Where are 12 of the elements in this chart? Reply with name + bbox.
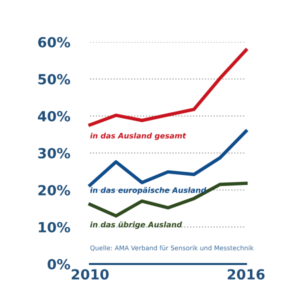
y-tick-label: 20% xyxy=(38,184,70,196)
x-tick-label: 2016 xyxy=(228,269,265,280)
x-tick-label: 2010 xyxy=(72,269,109,280)
y-tick-label: 40% xyxy=(38,110,70,122)
line-series xyxy=(88,130,248,187)
y-tick-label: 10% xyxy=(38,222,70,232)
y-tick-label: 0% xyxy=(48,258,70,270)
line-series xyxy=(88,182,248,218)
y-tick-label: 50% xyxy=(38,74,70,84)
y-tick-label: 30% xyxy=(38,148,70,158)
line-series xyxy=(88,48,248,127)
y-tick-label: 60% xyxy=(38,36,70,48)
